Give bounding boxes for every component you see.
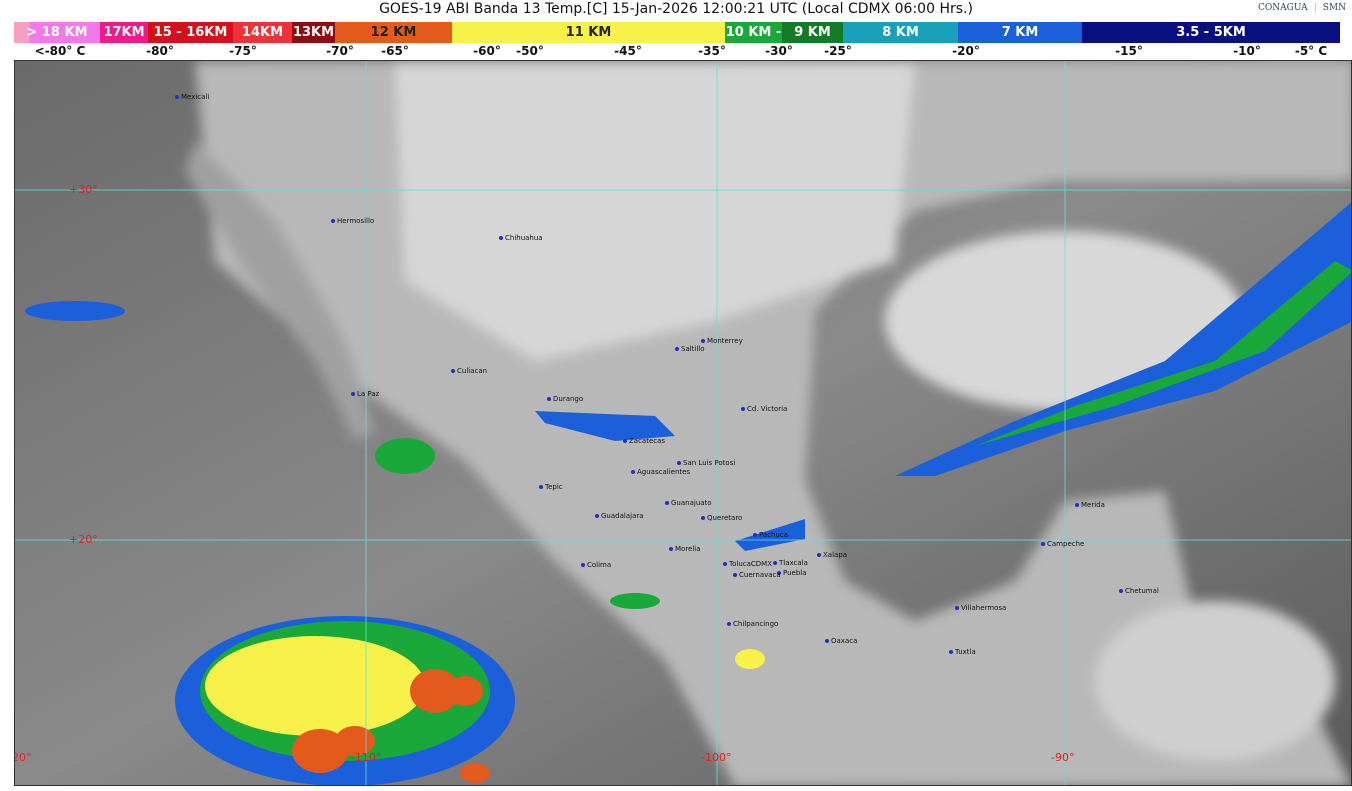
city-label: Queretaro — [701, 514, 742, 522]
city-label: Monterrey — [701, 337, 743, 345]
city-label: Guanajuato — [665, 499, 712, 507]
city-label: Oaxaca — [825, 637, 857, 645]
city-label: Aguascalientes — [631, 468, 690, 476]
temperature-label: -10° — [1233, 44, 1261, 58]
city-label: La Paz — [351, 390, 379, 398]
temperature-label: -30° — [765, 44, 793, 58]
legend-segment: 3.5 - 5KM — [1082, 22, 1340, 43]
temperature-label: -50° — [516, 44, 544, 58]
legend-segment: 15 - 16KM — [148, 22, 233, 43]
satellite-image — [15, 61, 1351, 785]
city-label: Hermosillo — [331, 217, 374, 225]
satellite-map: Mexicali Hermosillo Chihuahua La Paz Culiaca… — [14, 60, 1352, 786]
image-title: GOES-19 ABI Banda 13 Temp.[C] 15-Jan-202… — [379, 1, 973, 17]
legend-segment: 12 KM — [335, 22, 452, 43]
temperature-label: -80° — [146, 44, 174, 58]
color-legend: > 18 KM 17KM 15 - 16KM 14KM 13KM 12 KM 11 KM 10… — [14, 22, 1340, 43]
city-label: Tlaxcala — [773, 559, 808, 567]
temperature-label: -20° — [952, 44, 980, 58]
city-label: Chihuahua — [499, 234, 543, 242]
latitude-label: +30° — [69, 183, 98, 196]
city-label: Merida — [1075, 501, 1105, 509]
legend-segment: 14KM — [233, 22, 292, 43]
city-label: Tepic — [539, 483, 563, 491]
city-label: Villahermosa — [955, 604, 1006, 612]
city-label: Mexicali — [175, 93, 209, 101]
city-label: Tuxtla — [949, 648, 976, 656]
city-label: San Luis Potosi — [677, 459, 735, 467]
city-label: Durango — [547, 395, 583, 403]
temperature-label: -15° — [1115, 44, 1143, 58]
legend-segment: > 18 KM — [14, 22, 100, 43]
legend-segment: 8 KM — [843, 22, 958, 43]
city-label: Guadalajara — [595, 512, 644, 520]
legend-segment: 11 KM — [452, 22, 725, 43]
city-label: Puebla — [777, 569, 807, 577]
latitude-label: +20° — [69, 533, 98, 546]
longitude-label: -90° — [1051, 751, 1075, 764]
longitude-label: -110° — [351, 751, 382, 764]
graticule — [15, 61, 1351, 785]
temperature-label: -45° — [614, 44, 642, 58]
legend-segment: 17KM — [100, 22, 148, 43]
city-label: Chetumal — [1119, 587, 1159, 595]
city-label: Morelia — [669, 545, 701, 553]
city-label: Zacatecas — [623, 437, 665, 445]
city-label: Colima — [581, 561, 611, 569]
city-label: Xalapa — [817, 551, 847, 559]
city-label: Cd. Victoria — [741, 405, 787, 413]
longitude-label: -100° — [701, 751, 732, 764]
legend-segment: 9 KM — [782, 22, 843, 43]
legend-segment: 10 KM - — [725, 22, 782, 43]
city-label: Campeche — [1041, 540, 1084, 548]
city-label: Saltillo — [675, 345, 705, 353]
agency-logos: CONAGUA | SMN — [1258, 3, 1346, 13]
temperature-label: <-80° C — [34, 44, 86, 58]
city-label: Cuernavaca — [733, 571, 781, 579]
longitude-label: -120° — [15, 751, 32, 764]
temperature-label: -75° — [229, 44, 257, 58]
temperature-label: -60° — [473, 44, 501, 58]
temperature-label: -25° — [824, 44, 852, 58]
temperature-label: -70° — [326, 44, 354, 58]
city-label: Culiacan — [451, 367, 487, 375]
legend-segment: 7 KM — [958, 22, 1082, 43]
temperature-label: -35° — [698, 44, 726, 58]
temperature-label: -5° C — [1294, 44, 1328, 58]
temperature-label: -65° — [381, 44, 409, 58]
city-label: TolucaCDMX — [723, 560, 772, 568]
conagua-logo: CONAGUA — [1258, 3, 1308, 13]
smn-logo: SMN — [1322, 3, 1346, 13]
legend-segment: 13KM — [292, 22, 335, 43]
city-label: Chilpancingo — [727, 620, 778, 628]
city-label: Pachuca — [753, 531, 788, 539]
